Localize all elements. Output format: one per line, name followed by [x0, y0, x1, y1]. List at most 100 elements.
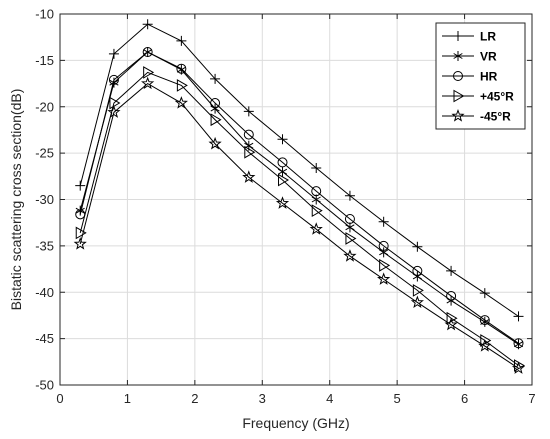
data-point [410, 295, 424, 309]
x-tick-label: 3 [259, 391, 266, 406]
data-point [210, 113, 222, 127]
data-point [311, 186, 322, 197]
data-point [345, 222, 355, 233]
data-point [446, 265, 457, 276]
legend-marker [453, 31, 463, 41]
x-tick-label: 7 [528, 391, 535, 406]
data-point [174, 96, 188, 109]
y-tick-label: -15 [35, 53, 54, 68]
data-point [143, 66, 155, 79]
data-point [379, 247, 389, 258]
y-tick-label: -25 [35, 146, 54, 161]
data-point [513, 338, 524, 349]
legend-marker [453, 51, 463, 61]
legend-label: +45°R [480, 90, 514, 104]
data-point [73, 237, 87, 250]
series-line [79, 51, 519, 344]
y-tick-label: -45 [35, 331, 54, 346]
data-point [444, 317, 458, 331]
y-tick-label: -30 [35, 192, 54, 207]
legend-label: -45°R [480, 110, 511, 124]
legend-item: -45°R [442, 109, 511, 124]
y-tick-label: -50 [35, 378, 54, 393]
data-point [344, 190, 355, 201]
axis-ticks: 0 1 2 3 4 5 6 7 -10 -15 -20 -25 -30 -35 -40 -45 -50 [35, 7, 535, 407]
legend-marker [451, 109, 465, 122]
data-point [142, 19, 153, 30]
data-point [108, 74, 119, 85]
data-point [377, 272, 391, 285]
y-tick-label: -20 [35, 99, 54, 114]
data-point [243, 129, 254, 140]
data-point [109, 96, 121, 110]
y-tick-label: -10 [35, 7, 54, 22]
data-point [309, 222, 323, 235]
series-group [73, 76, 526, 374]
x-tick-label: 0 [56, 391, 63, 406]
data-point [75, 226, 87, 240]
data-point [142, 47, 153, 58]
data-point [343, 249, 357, 262]
data-point [479, 315, 490, 326]
legend-label: LR [480, 30, 496, 44]
data-point [311, 204, 323, 217]
data-point [345, 232, 357, 245]
data-point [176, 35, 187, 46]
data-point [378, 216, 389, 227]
y-tick-label: -40 [35, 285, 54, 300]
data-point [378, 240, 389, 251]
x-tick-label: 1 [124, 391, 131, 406]
data-point [210, 73, 221, 84]
x-tick-label: 4 [326, 391, 333, 406]
data-point [107, 105, 121, 118]
data-point [277, 157, 288, 168]
data-point [210, 98, 221, 109]
data-point [311, 162, 322, 173]
data-point [412, 265, 423, 276]
series-line [79, 23, 519, 317]
data-point [446, 290, 457, 301]
x-tick-label: 2 [191, 391, 198, 406]
series-line [79, 71, 519, 366]
data-point [208, 136, 222, 150]
x-tick-label: 5 [394, 391, 401, 406]
legend-item: VR [442, 50, 497, 64]
data-point [176, 79, 188, 92]
x-axis-label: Frequency (GHz) [242, 415, 349, 431]
data-point [277, 134, 288, 145]
y-axis-label: Bistatic scattering cross section(dB) [8, 89, 24, 311]
data-point [412, 284, 424, 297]
data-point [275, 196, 290, 209]
data-point [244, 145, 256, 159]
legend: LR VR HR +45°R -45°R [435, 22, 526, 130]
data-point [141, 76, 155, 90]
data-point [108, 48, 119, 59]
data-point [513, 311, 524, 322]
legend-marker [453, 89, 465, 103]
legend-items: LR VR HR +45°R -45°R [442, 30, 514, 124]
data-point [478, 339, 492, 352]
data-point [344, 213, 355, 224]
data-point [311, 194, 321, 205]
data-point [277, 166, 288, 177]
legend-label: HR [480, 70, 498, 84]
legend-item: LR [442, 30, 496, 44]
legend-item: HR [442, 70, 498, 84]
series-line [79, 82, 519, 369]
legend-marker [453, 71, 463, 81]
data-point [242, 170, 256, 183]
data-point [278, 173, 290, 187]
x-tick-label: 6 [461, 391, 468, 406]
data-point [243, 106, 254, 117]
legend-label: VR [480, 50, 497, 64]
data-point [479, 288, 490, 299]
data-point [379, 258, 391, 272]
data-point [176, 63, 187, 74]
data-point [412, 241, 423, 252]
data-series [73, 19, 526, 374]
y-tick-label: -35 [35, 238, 54, 253]
series-group [75, 19, 524, 322]
legend-item: +45°R [442, 90, 514, 104]
data-point [511, 361, 526, 374]
